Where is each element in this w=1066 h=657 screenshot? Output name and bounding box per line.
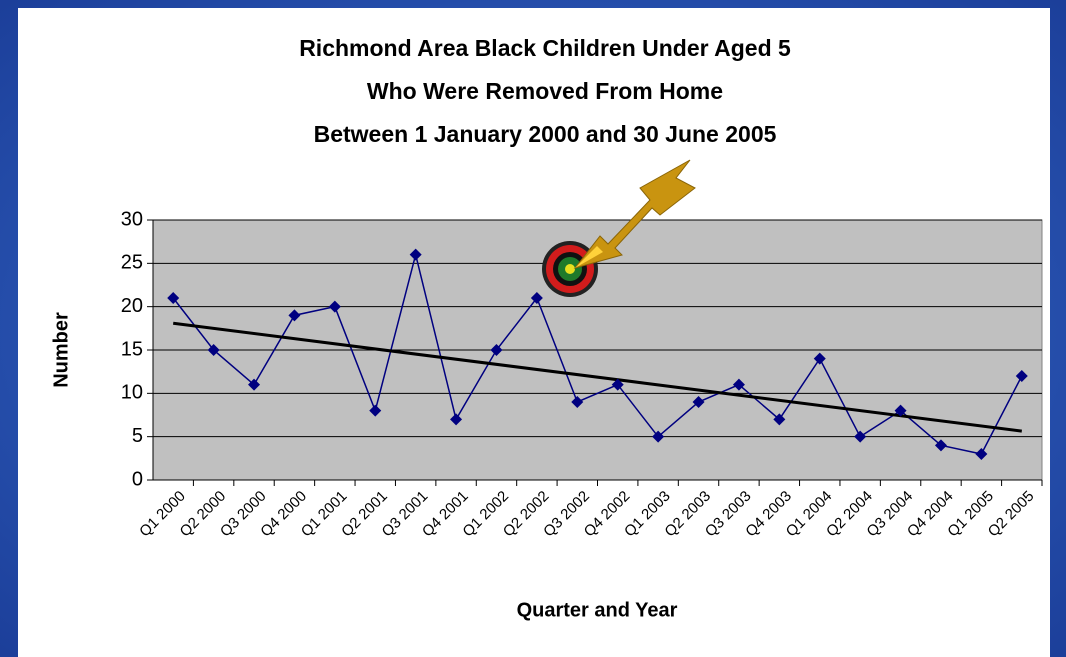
point-marker [571,396,584,408]
point-marker [288,309,301,322]
point-marker [934,439,947,452]
y-axis-title: Number [50,312,72,388]
point-marker [813,352,826,365]
chart-title: Who Were Removed From Home [367,78,723,104]
point-marker [652,430,665,443]
y-tick-label: 0 [132,468,143,490]
x-axis-title: Quarter and Year [517,599,678,621]
point-marker [773,413,786,426]
trendline [173,321,1022,433]
point-marker [207,344,220,356]
series-line [172,254,1023,455]
point-marker [975,448,988,460]
arrow-icon [573,159,696,269]
y-tick-label: 30 [121,208,143,230]
point-marker [450,413,463,426]
y-tick-label: 25 [121,252,143,274]
point-marker [692,396,705,408]
point-marker [409,248,422,261]
y-tick-label: 10 [121,382,143,404]
point-marker [732,378,745,391]
chart-title: Between 1 January 2000 and 30 June 2005 [314,121,777,147]
target-icon [542,241,598,297]
y-tick-label: 20 [121,295,143,317]
point-marker [611,378,624,391]
point-marker [1015,370,1028,382]
y-tick-label: 5 [132,425,143,447]
point-marker [248,378,261,391]
point-marker [328,300,341,313]
point-marker [167,292,180,304]
point-marker [490,344,503,356]
point-marker [369,404,382,417]
point-marker [894,404,907,417]
point-marker [530,292,543,304]
point-marker [854,430,867,443]
chart-title: Richmond Area Black Children Under Aged … [299,35,791,61]
y-tick-label: 15 [121,338,143,360]
